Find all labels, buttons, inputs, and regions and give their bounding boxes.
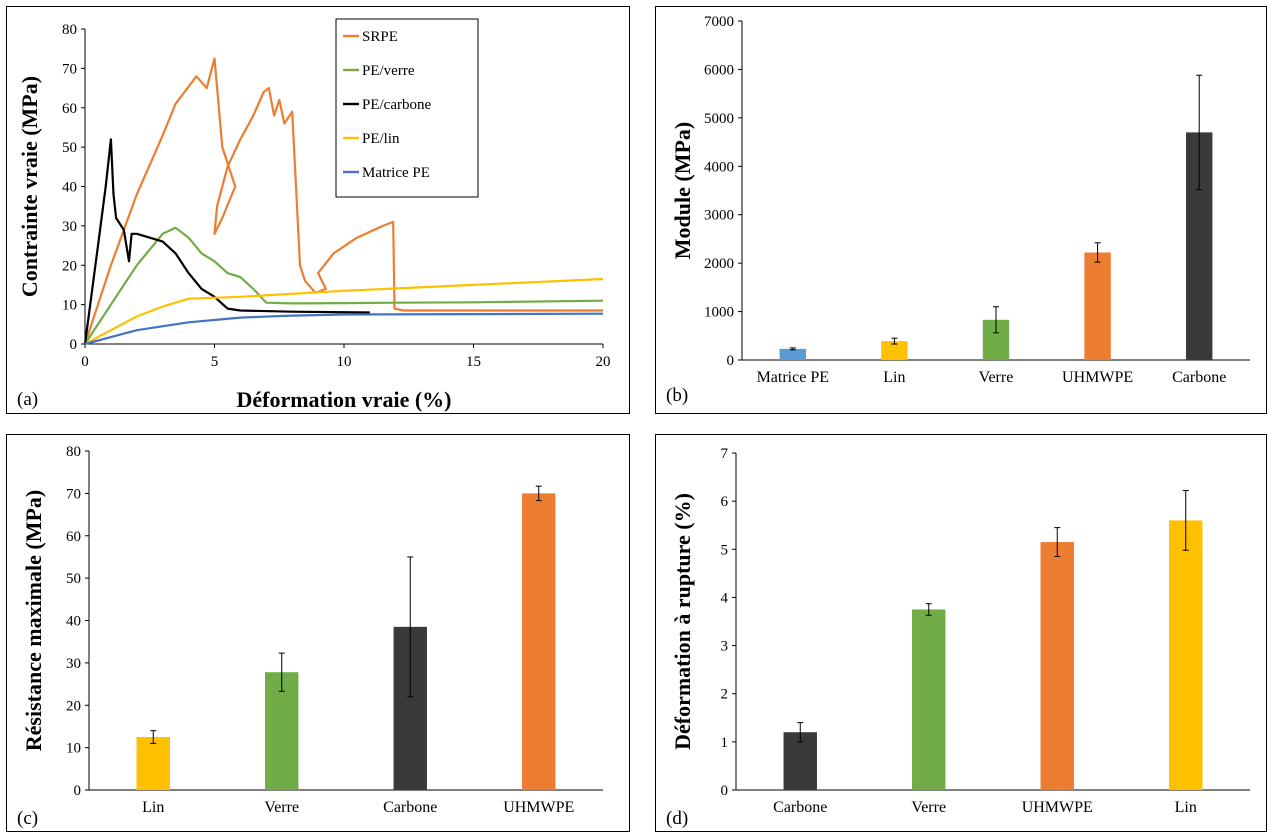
panel-a-stress-strain-chart: 0 10 20 30 40 50 60 70 80 0 5 10 15 20 SRPE PE/verre PE/… — [6, 6, 630, 414]
y-tick-label: 50 — [66, 571, 81, 587]
y-tick-label: 2 — [721, 687, 729, 703]
resistance-bar-chart-svg: 0 10 20 30 40 50 60 70 80 Lin Verre Carbone UHMWPE Ré… — [17, 444, 603, 829]
y-tick-label: 10 — [66, 741, 81, 757]
bar-lin — [881, 341, 908, 360]
y-tick-label: 40 — [62, 180, 77, 196]
y-tick-label: 1 — [721, 735, 729, 751]
panel-label: (c) — [17, 808, 38, 829]
bar-verre — [912, 609, 946, 790]
bar-verre — [265, 672, 299, 790]
category-label: Matrice PE — [757, 369, 829, 386]
y-tick-label: 3 — [721, 639, 729, 655]
y-axis-title: Module (MPa) — [670, 122, 695, 259]
legend-entry: SRPE — [362, 29, 398, 45]
y-tick-label: 30 — [62, 219, 77, 235]
category-label: Verre — [264, 799, 299, 816]
y-tick-label: 6000 — [704, 62, 734, 78]
deformation-bar-chart-svg: 0 1 2 3 4 5 6 7 Carbone Verre UHMWPE Lin Déformation… — [666, 446, 1250, 829]
y-tick-label: 50 — [62, 140, 77, 156]
series-line-pe-lin — [84, 277, 604, 345]
y-tick-label: 5000 — [704, 111, 734, 127]
y-tick-label: 6 — [721, 494, 729, 510]
y-tick-label: 0 — [727, 353, 735, 369]
y-tick-label: 1000 — [704, 305, 734, 321]
category-label: UHMWPE — [503, 799, 574, 816]
y-axis-title: Contrainte vraie (MPa) — [17, 76, 42, 297]
legend-entry: PE/verre — [362, 63, 415, 79]
y-tick-label: 20 — [62, 258, 77, 274]
y-tick-label: 70 — [66, 486, 81, 502]
panel-label: (b) — [666, 385, 688, 406]
y-tick-label: 60 — [66, 529, 81, 545]
y-tick-label: 80 — [66, 444, 81, 460]
y-tick-label: 10 — [62, 298, 77, 314]
legend-box — [335, 18, 479, 198]
legend-entry: PE/carbone — [362, 97, 431, 113]
y-tick-label: 80 — [62, 22, 77, 38]
category-label: UHMWPE — [1062, 369, 1133, 386]
category-label: Lin — [883, 369, 905, 386]
panel-d-deformation-chart: 0 1 2 3 4 5 6 7 Carbone Verre UHMWPE Lin Déformation… — [655, 434, 1267, 832]
series-line-srpe — [83, 57, 603, 345]
bar-lin — [136, 737, 170, 790]
bar-uhmwpe — [1040, 542, 1074, 790]
y-tick-label: 7000 — [704, 14, 734, 30]
category-label: Carbone — [773, 799, 827, 816]
category-label: Verre — [911, 799, 946, 816]
category-label: UHMWPE — [1022, 799, 1093, 816]
y-tick-label: 7 — [721, 446, 729, 462]
x-tick-label: 15 — [466, 354, 481, 370]
y-tick-label: 0 — [70, 337, 78, 353]
panel-label: (a) — [17, 389, 38, 410]
y-tick-label: 0 — [74, 783, 82, 799]
y-axis-title: Déformation à rupture (%) — [670, 493, 695, 750]
y-tick-label: 3000 — [704, 208, 734, 224]
series-line-matrice-pe — [84, 312, 604, 346]
y-tick-label: 5 — [721, 542, 729, 558]
y-tick-label: 60 — [62, 101, 77, 117]
y-tick-label: 2000 — [704, 256, 734, 272]
bar-lin — [1169, 520, 1203, 790]
y-tick-label: 30 — [66, 656, 81, 672]
y-tick-label: 4000 — [704, 159, 734, 175]
panel-c-resistance-chart: 0 10 20 30 40 50 60 70 80 Lin Verre Carbone UHMWPE Ré… — [6, 434, 630, 832]
panel-label: (d) — [666, 808, 688, 829]
x-tick-label: 20 — [596, 354, 611, 370]
y-tick-label: 40 — [66, 614, 81, 630]
bar-uhmwpe — [1084, 252, 1111, 360]
panel-b-module-chart: 0 1000 2000 3000 4000 5000 6000 7000 Matrice PE L… — [655, 6, 1267, 414]
category-label: Verre — [979, 369, 1014, 386]
category-label: Carbone — [383, 799, 437, 816]
x-tick-label: 5 — [211, 354, 219, 370]
series-line-pe-verre — [84, 226, 604, 345]
category-label: Lin — [1175, 799, 1197, 816]
y-tick-label: 70 — [62, 61, 77, 77]
module-bar-chart-svg: 0 1000 2000 3000 4000 5000 6000 7000 Matrice PE L… — [666, 14, 1250, 406]
category-label: Carbone — [1172, 369, 1226, 386]
x-tick-label: 0 — [81, 354, 89, 370]
legend-entry: PE/lin — [362, 131, 400, 147]
y-axis-title: Résistance maximale (MPa) — [21, 490, 46, 751]
bar-matrice-pe — [779, 348, 807, 360]
x-tick-label: 10 — [337, 354, 352, 370]
legend-entry: Matrice PE — [362, 165, 430, 181]
y-tick-label: 0 — [721, 783, 729, 799]
bar-uhmwpe — [522, 493, 556, 790]
line-chart-svg: 0 10 20 30 40 50 60 70 80 0 5 10 15 20 SRPE PE/verre PE/… — [17, 18, 611, 412]
category-label: Lin — [142, 799, 164, 816]
x-axis-title: Déformation vraie (%) — [236, 387, 451, 412]
y-tick-label: 4 — [721, 590, 729, 606]
series-line-pe-carbone — [83, 138, 370, 345]
y-tick-label: 20 — [66, 698, 81, 714]
